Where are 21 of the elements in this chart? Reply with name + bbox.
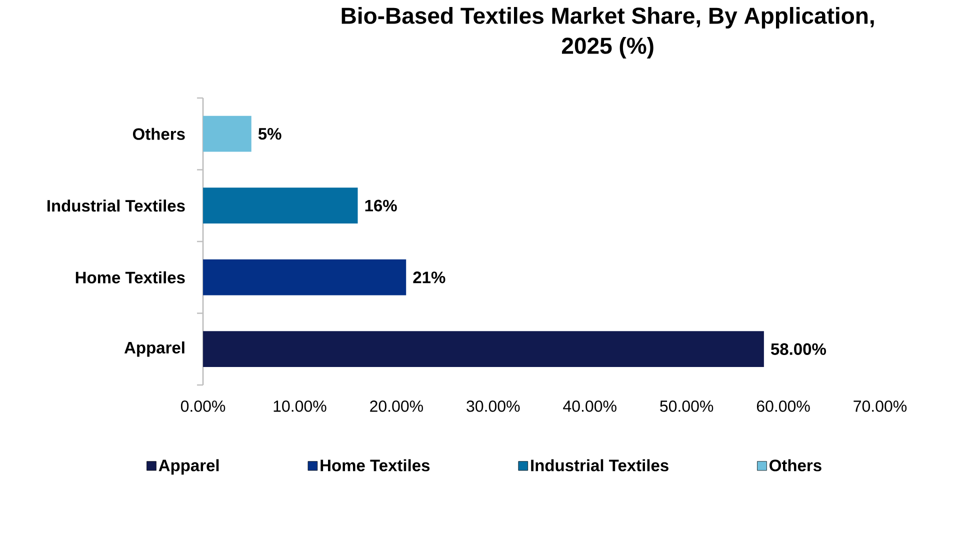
x-tick-label: 20.00% xyxy=(370,400,423,412)
data-label: 16% xyxy=(365,200,397,212)
x-tick-label: 10.00% xyxy=(274,400,326,412)
legend-label: Industrial Textiles xyxy=(531,459,668,472)
y-tick-label: Home Textiles xyxy=(76,271,185,284)
y-tick-label: Industrial Textiles xyxy=(48,200,185,212)
data-label: 5% xyxy=(258,128,282,140)
x-tick-label: 50.00% xyxy=(660,400,714,412)
x-tick-label: 70.00% xyxy=(854,400,907,412)
legend-label: Home Textiles xyxy=(320,459,430,472)
y-tick-label: Others xyxy=(132,128,185,140)
x-tick-label: 30.00% xyxy=(466,400,520,412)
x-tick-label: 40.00% xyxy=(563,400,616,412)
legend-label: Others xyxy=(770,459,822,472)
legend-label: Apparel xyxy=(158,459,219,475)
y-tick-label: Apparel xyxy=(124,341,184,357)
data-label: 58.00% xyxy=(770,343,826,355)
chart-title: Bio-Based Textiles Market Share, By Application, 2025 (%) xyxy=(342,7,874,58)
x-tick-label: 60.00% xyxy=(756,400,810,412)
x-tick-label: 0.00% xyxy=(180,400,226,412)
data-label: 21% xyxy=(413,272,446,284)
